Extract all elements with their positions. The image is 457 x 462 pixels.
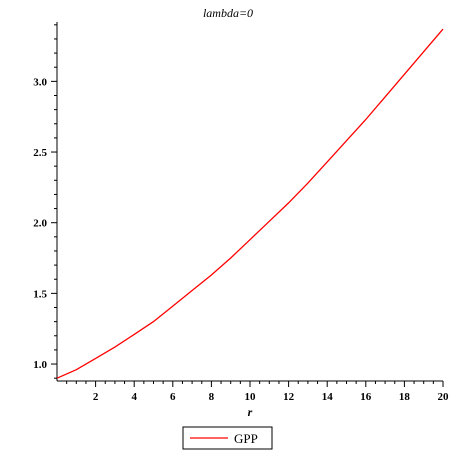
- y-tick-label: 3.0: [33, 76, 47, 88]
- x-tick-label: 2: [93, 391, 99, 403]
- x-tick-label: 14: [322, 391, 334, 403]
- y-axis-ticks: 1.0 1.5 2.0 2.5 3.0: [33, 24, 57, 379]
- x-axis-label: r: [248, 405, 253, 419]
- y-tick-label: 1.5: [33, 288, 47, 300]
- x-tick-label: 12: [283, 391, 295, 403]
- y-tick-label: 2.5: [33, 147, 47, 159]
- y-tick-label: 2.0: [33, 218, 47, 230]
- x-tick-label: 20: [438, 391, 450, 403]
- chart-title: lambda=0: [203, 6, 253, 20]
- x-tick-label: 6: [170, 391, 176, 403]
- legend: GPP: [182, 426, 273, 450]
- x-tick-label: 16: [360, 391, 372, 403]
- x-tick-label: 8: [209, 391, 215, 403]
- series-layer: [56, 28, 444, 379]
- x-tick-label: 10: [245, 391, 257, 403]
- legend-label-gpp: GPP: [234, 431, 258, 446]
- x-axis-ticks: 2 4 6 8 10 12 14 16 18 20: [66, 381, 450, 403]
- axes: [56, 22, 443, 382]
- series-line-gpp: [56, 28, 444, 379]
- x-tick-label: 4: [131, 391, 137, 403]
- x-tick-label: 18: [399, 391, 411, 403]
- y-tick-label: 1.0: [33, 359, 47, 371]
